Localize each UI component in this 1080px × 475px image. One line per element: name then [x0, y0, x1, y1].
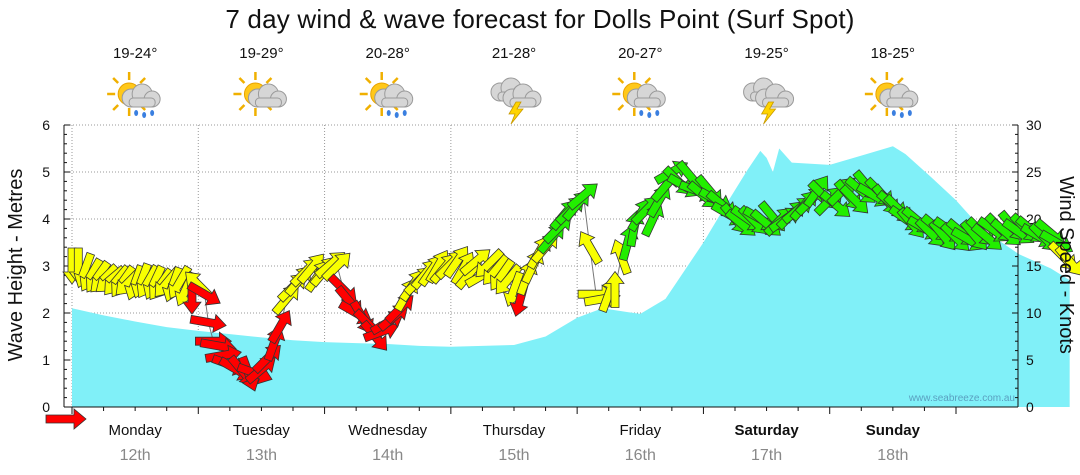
- day-name-label: Friday: [619, 422, 661, 439]
- wind-arrow-shape: [267, 310, 292, 345]
- wind-arrow-shape: [189, 313, 227, 334]
- day-name-label: Saturday: [734, 422, 799, 439]
- wind-arrow: [641, 202, 665, 238]
- left-axis-ticks: 0 1 2 3 4 5 6: [42, 117, 50, 415]
- left-axis-title: Wave Height - Metres: [5, 169, 27, 362]
- temperature-label: 18-25°: [871, 45, 915, 62]
- wind-arrow-shape: [605, 270, 625, 308]
- storm-icon: [490, 77, 542, 124]
- right-tick-label: 0: [1026, 399, 1034, 415]
- day-date-label: 17th: [751, 447, 782, 464]
- day-date-label: 13th: [246, 447, 277, 464]
- wind-arrow: [321, 252, 351, 283]
- temperature-label: 19-29°: [239, 45, 283, 62]
- rain-icon: [386, 110, 407, 118]
- left-tick-label: 5: [42, 164, 50, 180]
- day-name-label: Monday: [108, 422, 162, 439]
- temperature-label: 19-24°: [113, 45, 157, 62]
- temperature-label: 21-28°: [492, 45, 536, 62]
- day-name-label: Sunday: [866, 422, 921, 439]
- wave-height-fill: [72, 146, 1070, 407]
- temperature-label: 20-28°: [366, 45, 410, 62]
- wave-height-area: [72, 146, 1070, 407]
- wind-arrow-shape: [45, 408, 87, 430]
- wind-arrow: [189, 313, 227, 334]
- rain-icon: [639, 110, 660, 118]
- wind-arrow-shape: [321, 252, 351, 283]
- wind-arrow-shape: [566, 183, 598, 211]
- day-name-label: Wednesday: [348, 422, 427, 439]
- wind-arrow: [566, 183, 598, 211]
- partly-cloudy-icon: [232, 70, 287, 118]
- day-name-label: Thursday: [483, 422, 546, 439]
- wind-arrow: [186, 281, 221, 306]
- chart-title: 7 day wind & wave forecast for Dolls Poi…: [225, 4, 855, 34]
- rain-icon: [134, 110, 155, 118]
- day-date-label: 12th: [120, 447, 151, 464]
- watermark: www.seabreeze.com.au: [908, 393, 1015, 404]
- day-labels: Monday 12th Tuesday 13th Wednesday 14th Thursd…: [108, 422, 920, 464]
- left-tick-label: 0: [42, 399, 50, 415]
- rain-icon: [891, 110, 912, 118]
- right-tick-label: 10: [1026, 305, 1042, 321]
- day-date-label: 14th: [372, 447, 403, 464]
- sun-showers-icon: [611, 70, 666, 118]
- right-tick-label: 30: [1026, 117, 1042, 133]
- day-date-label: 18th: [877, 447, 908, 464]
- sun-showers-icon: [358, 70, 414, 118]
- daily-temperatures: 19-24° 19-29° 20-28° 21-28° 20-27° 19-25° 18-2…: [113, 45, 915, 62]
- wind-arrow-shape: [186, 281, 221, 306]
- sun-showers-icon: [105, 70, 161, 118]
- right-tick-label: 25: [1026, 164, 1042, 180]
- wind-arrow: [578, 231, 603, 266]
- right-tick-label: 5: [1026, 352, 1034, 368]
- wind-arrow: [605, 270, 625, 308]
- wind-arrow: [267, 310, 292, 345]
- temperature-label: 20-27°: [618, 45, 662, 62]
- left-tick-label: 4: [42, 211, 50, 227]
- right-tick-label: 15: [1026, 258, 1042, 274]
- wind-arrows: [45, 159, 1080, 430]
- day-date-label: 16th: [625, 447, 656, 464]
- wind-arrow-shape: [578, 231, 603, 266]
- left-tick-label: 1: [42, 352, 50, 368]
- axes: [63, 124, 1019, 414]
- day-name-label: Tuesday: [233, 422, 290, 439]
- left-tick-label: 3: [42, 258, 50, 274]
- wind-arrow-shape: [641, 202, 665, 238]
- sun-showers-icon: [863, 70, 919, 118]
- weather-icons: [105, 70, 919, 124]
- temperature-label: 19-25°: [744, 45, 788, 62]
- storm-icon: [743, 77, 795, 124]
- day-date-label: 15th: [498, 447, 529, 464]
- right-axis-title: Wind Speed - Knots: [1055, 176, 1077, 354]
- left-tick-label: 2: [42, 305, 50, 321]
- left-tick-label: 6: [42, 117, 50, 133]
- calm-wind-arrow: [45, 408, 87, 430]
